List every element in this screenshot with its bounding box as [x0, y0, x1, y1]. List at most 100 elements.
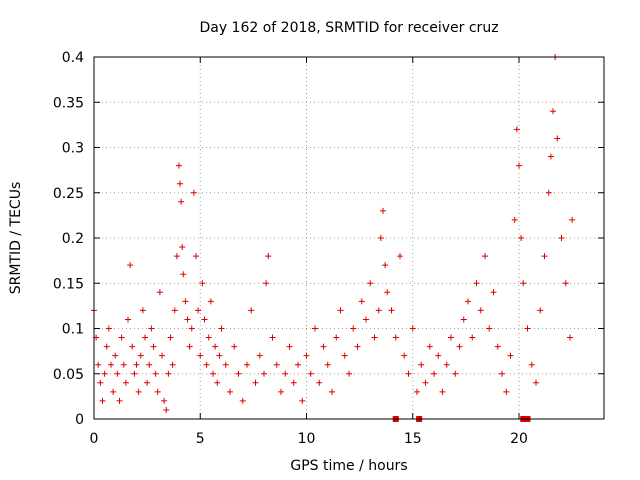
data-point — [188, 325, 195, 332]
data-point — [197, 352, 204, 359]
data-point — [333, 334, 340, 341]
data-point — [380, 207, 386, 214]
data-point — [212, 343, 219, 350]
data-point — [278, 388, 284, 395]
data-point — [524, 325, 531, 332]
data-point — [156, 289, 163, 296]
data-point — [210, 370, 216, 377]
x-axis-label: GPS time / hours — [290, 458, 407, 474]
data-point — [569, 216, 576, 223]
data-point — [547, 153, 554, 160]
y-tick-label: 0 — [75, 412, 84, 428]
data-point — [371, 334, 378, 341]
data-point — [108, 361, 114, 368]
data-point — [186, 343, 193, 350]
data-point — [125, 316, 131, 323]
data-point — [116, 397, 123, 404]
data-point — [469, 334, 476, 341]
data-point — [490, 289, 497, 296]
y-tick-label: 0.25 — [53, 186, 84, 202]
data-point — [103, 343, 110, 350]
x-tick-label: 10 — [298, 431, 316, 447]
data-point — [120, 361, 127, 368]
data-point — [537, 307, 544, 314]
data-point — [133, 361, 140, 368]
data-point — [101, 370, 108, 377]
data-point — [112, 352, 119, 359]
data-point — [193, 253, 199, 260]
data-point — [431, 370, 437, 377]
y-tick-label: 0.15 — [53, 276, 84, 292]
data-point — [171, 307, 178, 314]
data-point — [118, 334, 125, 341]
x-tick-label: 20 — [510, 431, 528, 447]
data-point — [263, 280, 270, 287]
y-tick-label: 0.4 — [62, 50, 84, 66]
data-point — [167, 334, 174, 341]
data-point — [377, 235, 384, 241]
data-point — [363, 316, 369, 323]
data-point — [324, 361, 331, 368]
data-point — [95, 361, 102, 368]
data-point — [528, 361, 535, 368]
data-point — [346, 370, 352, 377]
data-point — [131, 370, 138, 377]
data-point — [516, 162, 522, 169]
data-point — [216, 352, 223, 359]
data-point — [159, 352, 165, 359]
data-point — [286, 343, 293, 350]
data-point — [154, 388, 161, 395]
data-point — [152, 370, 159, 377]
data-point — [122, 379, 129, 386]
data-point — [486, 325, 493, 332]
data-point — [163, 406, 170, 413]
axis-ticks: 0 0.05 0.1 0.15 0.2 0.25 0.3 0.35 0.4 0 5 10 15 20 — [53, 50, 604, 447]
data-point — [178, 198, 185, 205]
data-point — [494, 343, 501, 350]
data-point — [499, 370, 505, 377]
data-point — [312, 325, 318, 332]
data-point — [354, 343, 361, 350]
y-axis-label: SRMTID / TECUs — [8, 182, 24, 295]
data-point — [465, 298, 471, 305]
data-point — [105, 325, 112, 332]
y-tick-label: 0.1 — [62, 322, 84, 338]
data-point — [146, 361, 153, 368]
data-point — [239, 397, 246, 404]
data-point — [129, 343, 136, 350]
data-point — [503, 388, 510, 395]
data-point — [303, 352, 310, 359]
data-point — [182, 298, 189, 305]
data-point — [367, 280, 374, 287]
data-point — [397, 253, 403, 260]
y-tick-label: 0.35 — [53, 95, 84, 111]
chart-title: Day 162 of 2018, SRMTID for receiver cru… — [199, 20, 498, 36]
data-point — [290, 379, 297, 386]
data-point — [265, 253, 272, 260]
data-point — [448, 334, 454, 341]
data-point — [231, 343, 238, 350]
data-point — [190, 189, 197, 196]
data-point — [222, 361, 229, 368]
data-point — [252, 379, 259, 386]
data-point — [295, 361, 301, 368]
data-point — [256, 352, 263, 359]
data-point — [261, 370, 267, 377]
data-point — [282, 370, 289, 377]
data-point — [176, 162, 182, 169]
data-point — [137, 352, 144, 359]
data-point — [541, 253, 548, 260]
data-point — [320, 343, 327, 350]
data-point — [248, 307, 255, 314]
data-point — [477, 307, 484, 314]
data-point — [350, 325, 357, 332]
data-point — [165, 370, 172, 377]
data-point — [567, 334, 573, 341]
data-point — [409, 325, 416, 332]
data-point — [426, 343, 433, 350]
data-point — [148, 325, 155, 332]
data-point — [127, 262, 134, 269]
data-point — [422, 379, 429, 386]
data-point — [184, 316, 191, 323]
